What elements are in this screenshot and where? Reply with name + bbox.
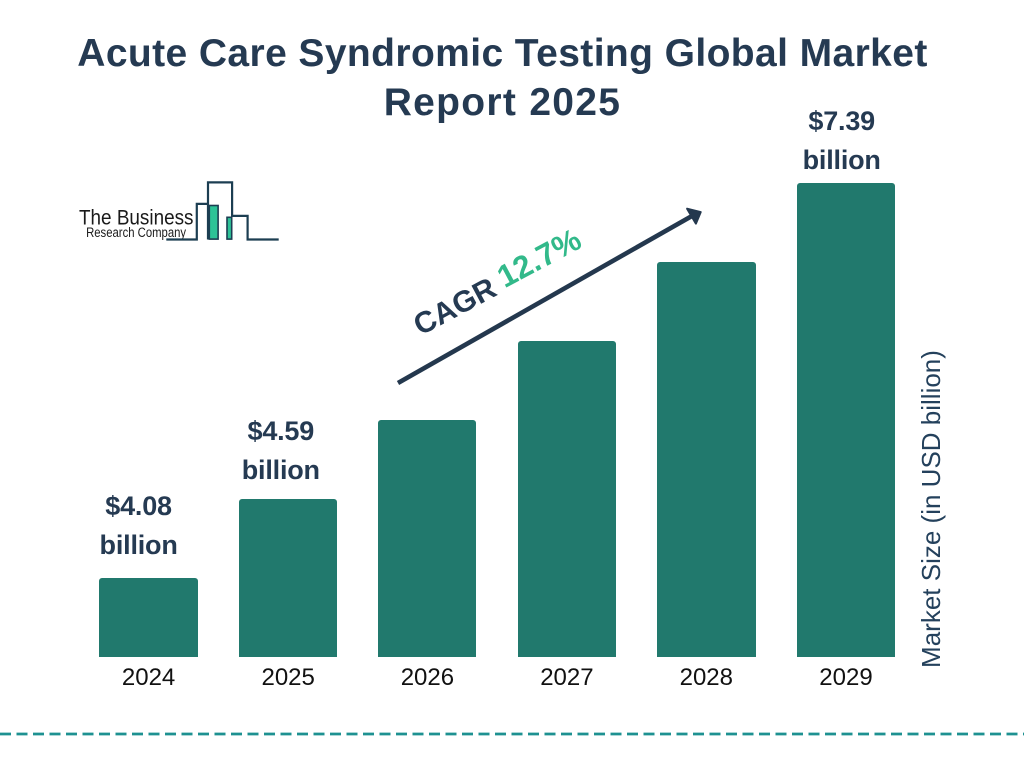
svg-text:The Business: The Business [79,206,194,229]
svg-text:Research Company: Research Company [86,225,186,240]
svg-text:CAGR 12.7%: CAGR 12.7% [406,221,588,342]
